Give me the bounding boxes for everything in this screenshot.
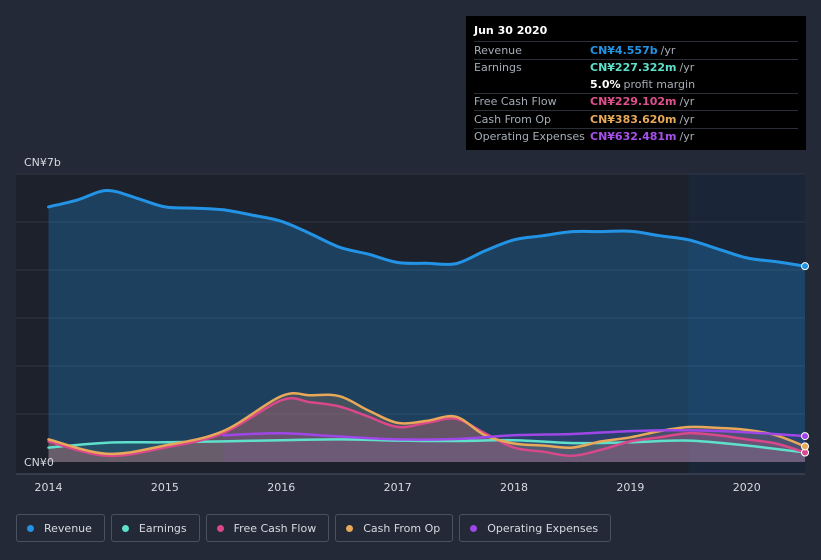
tooltip-row-value: 5.0% xyxy=(590,77,621,91)
x-tick-label: 2020 xyxy=(733,481,761,494)
tooltip-row-unit: /yr xyxy=(679,95,695,109)
free-cash-flow-line xyxy=(47,397,807,458)
revenue-endpoint xyxy=(801,262,809,271)
legend-label: Earnings xyxy=(138,521,187,535)
tooltip-row: Revenue CN¥4.557b/yr xyxy=(474,41,798,59)
tooltip-row-value: CN¥632.481m xyxy=(590,130,677,144)
tooltip-row-label: Free Cash Flow xyxy=(474,95,557,109)
tooltip-row-unit: /yr xyxy=(679,130,695,144)
tooltip-row-unit: /yr xyxy=(660,43,676,57)
tooltip-row-unit: /yr xyxy=(679,112,695,126)
legend-dot-icon xyxy=(216,524,224,532)
legend-label: Operating Expenses xyxy=(487,521,599,535)
legend-item-operating-expenses[interactable]: Operating Expenses xyxy=(459,514,612,542)
x-tick-label: 2019 xyxy=(616,481,644,494)
tooltip-row-label: Cash From Op xyxy=(474,112,552,126)
legend-item-earnings[interactable]: Earnings xyxy=(110,514,200,542)
tooltip-row-label: Operating Expenses xyxy=(474,130,585,144)
operating-expenses-endpoint xyxy=(801,432,809,441)
x-tick-label: 2014 xyxy=(35,481,63,494)
tooltip-date: Jun 30 2020 xyxy=(474,24,548,37)
tooltip-row: Earnings CN¥227.322m/yr xyxy=(474,58,798,77)
tooltip: Jun 30 2020 Revenue CN¥4.557b/yr Earnings C… xyxy=(466,16,806,150)
tooltip-row-label: Earnings xyxy=(474,61,522,75)
tooltip-row-label: Revenue xyxy=(474,43,522,57)
tooltip-row-value: CN¥227.322m xyxy=(590,61,677,75)
legend-item-cash-from-op[interactable]: Cash From Op xyxy=(335,514,454,542)
tooltip-row: 5.0% profit margin xyxy=(474,76,798,93)
cash-from-op-endpoint xyxy=(801,442,809,451)
y-label-top: CN¥7b xyxy=(24,156,61,169)
tooltip-row: Operating Expenses CN¥632.481m/yr xyxy=(474,127,798,146)
legend-label: Cash From Op xyxy=(363,521,441,535)
legend-dot-icon xyxy=(470,524,478,532)
x-tick-label: 2015 xyxy=(151,481,179,494)
tooltip-row-value: CN¥229.102m xyxy=(590,95,677,109)
legend-label: Free Cash Flow xyxy=(233,521,317,535)
earnings-line xyxy=(47,438,807,454)
x-tick-label: 2016 xyxy=(267,481,295,494)
tooltip-row-unit: profit margin xyxy=(623,77,696,91)
tooltip-row-value: CN¥4.557b xyxy=(590,43,658,57)
tooltip-row: Free Cash Flow CN¥229.102m/yr xyxy=(474,92,798,111)
legend-item-free-cash-flow[interactable]: Free Cash Flow xyxy=(205,514,330,542)
revenue-line xyxy=(47,188,807,268)
legend-dot-icon xyxy=(346,524,354,532)
operating-expenses-line xyxy=(221,429,807,441)
tooltip-row-value: CN¥383.620m xyxy=(590,112,677,126)
cash-from-op-line xyxy=(47,392,807,456)
tooltip-row-unit: /yr xyxy=(679,61,695,75)
y-label-bottom: CN¥0 xyxy=(24,456,54,469)
legend-item-revenue[interactable]: Revenue xyxy=(16,514,105,542)
legend-label: Revenue xyxy=(44,521,92,535)
x-tick-label: 2018 xyxy=(500,481,528,494)
tooltip-row: Cash From Op CN¥383.620m/yr xyxy=(474,110,798,128)
forecast-band xyxy=(688,174,805,474)
legend-dot-icon xyxy=(27,524,34,532)
revenue-area xyxy=(48,190,805,463)
x-tick-label: 2017 xyxy=(384,481,412,494)
legend-dot-icon xyxy=(121,524,129,532)
legend: Revenue Earnings Free Cash Flow Cash From O… xyxy=(16,514,612,542)
